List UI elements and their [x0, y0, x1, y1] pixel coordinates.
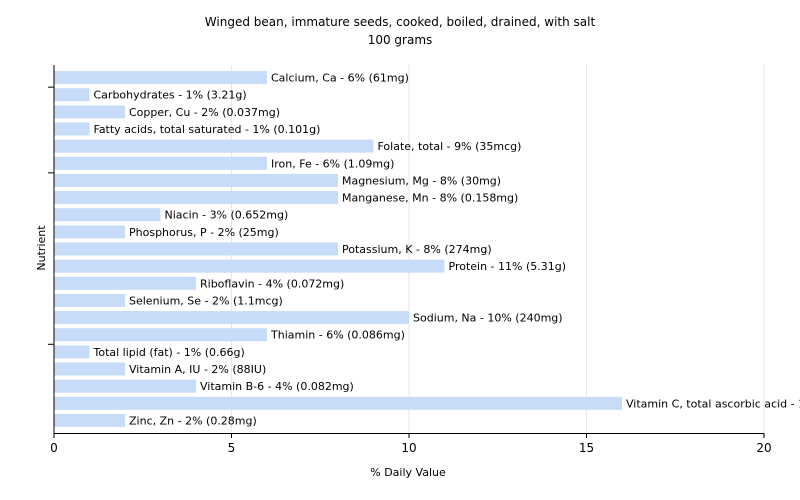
bar-label: Total lipid (fat) - 1% (0.66g) [93, 346, 245, 359]
bar [54, 156, 267, 170]
bar-label: Vitamin B-6 - 4% (0.082mg) [200, 380, 354, 393]
bar [54, 293, 125, 307]
bar-label: Phosphorus, P - 2% (25mg) [129, 226, 279, 239]
bar [54, 173, 338, 187]
bar [54, 242, 338, 256]
bar-label: Riboflavin - 4% (0.072mg) [200, 277, 344, 290]
bar [54, 191, 338, 205]
bar [54, 345, 90, 359]
bar-label: Niacin - 3% (0.652mg) [165, 209, 289, 222]
bar-label: Zinc, Zn - 2% (0.28mg) [129, 414, 257, 427]
bar-label: Iron, Fe - 6% (1.09mg) [271, 157, 394, 170]
x-tick-label: 15 [579, 441, 594, 455]
bar [54, 105, 125, 119]
bar [54, 311, 409, 325]
bar [54, 396, 622, 410]
bar [54, 71, 267, 85]
bar [54, 379, 196, 393]
bar [54, 328, 267, 342]
y-axis-label: Nutrient [35, 225, 48, 271]
bar-label: Sodium, Na - 10% (240mg) [413, 312, 563, 325]
bar-label: Calcium, Ca - 6% (61mg) [271, 72, 409, 85]
bar [54, 208, 161, 222]
bar [54, 362, 125, 376]
bar-label: Magnesium, Mg - 8% (30mg) [342, 174, 501, 187]
bar-label: Manganese, Mn - 8% (0.158mg) [342, 192, 518, 205]
bar [54, 259, 445, 273]
x-tick-labels: 0 5 10 15 20 [50, 441, 771, 455]
bars: Calcium, Ca - 6% (61mg) Carbohydrates - 1… [54, 71, 800, 427]
bar-label: Carbohydrates - 1% (3.21g) [94, 89, 247, 102]
bar [54, 122, 90, 136]
bar-label: Potassium, K - 8% (274mg) [342, 243, 492, 256]
x-tick-label: 5 [228, 441, 236, 455]
bar-label: Thiamin - 6% (0.086mg) [270, 329, 405, 342]
bar-label: Protein - 11% (5.31g) [449, 260, 567, 273]
bar-label: Vitamin C, total ascorbic acid - 16% (9.… [626, 397, 800, 410]
bar [54, 276, 196, 290]
axes [48, 65, 765, 438]
x-tick-label: 10 [401, 441, 416, 455]
chart-subtitle: 100 grams [367, 33, 433, 47]
x-tick-label: 20 [756, 441, 771, 455]
bar-label: Vitamin A, IU - 2% (88IU) [129, 363, 266, 376]
bar [54, 88, 90, 102]
bar-label: Copper, Cu - 2% (0.037mg) [129, 106, 280, 119]
bar-label: Fatty acids, total saturated - 1% (0.101… [94, 123, 321, 136]
bar [54, 225, 125, 239]
x-tick-label: 0 [50, 441, 58, 455]
x-axis-label: % Daily Value [370, 466, 446, 479]
bar [54, 139, 374, 153]
chart-title: Winged bean, immature seeds, cooked, boi… [204, 15, 596, 29]
bar [54, 413, 125, 427]
bar-label: Folate, total - 9% (35mcg) [378, 140, 522, 153]
bar-label: Selenium, Se - 2% (1.1mcg) [129, 294, 283, 307]
